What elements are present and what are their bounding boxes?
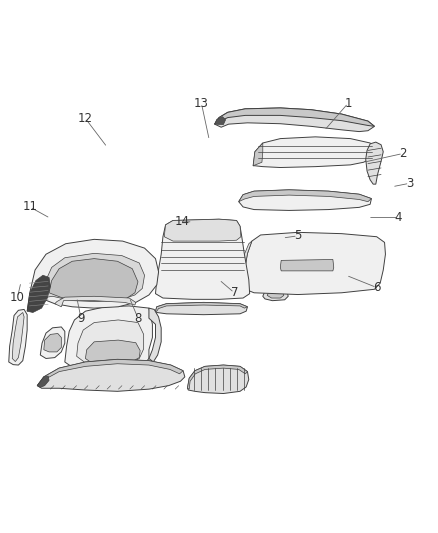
Polygon shape <box>241 241 252 286</box>
Polygon shape <box>37 359 183 386</box>
Polygon shape <box>37 376 49 387</box>
Circle shape <box>194 278 211 295</box>
Text: 9: 9 <box>77 312 85 325</box>
Circle shape <box>171 278 188 295</box>
Text: 6: 6 <box>373 281 381 294</box>
Polygon shape <box>243 232 385 295</box>
Text: 14: 14 <box>174 215 189 228</box>
Circle shape <box>217 278 234 295</box>
Polygon shape <box>27 275 50 312</box>
Polygon shape <box>37 359 185 391</box>
Text: 8: 8 <box>134 312 141 325</box>
Polygon shape <box>40 327 65 359</box>
Polygon shape <box>215 108 374 126</box>
Polygon shape <box>239 190 371 211</box>
Text: 11: 11 <box>22 200 37 213</box>
Text: 3: 3 <box>406 177 413 190</box>
Text: 4: 4 <box>395 211 403 224</box>
Text: 1: 1 <box>344 96 352 110</box>
Text: 10: 10 <box>10 290 25 304</box>
Polygon shape <box>280 260 334 271</box>
Polygon shape <box>155 302 247 314</box>
Text: 5: 5 <box>294 229 301 243</box>
Polygon shape <box>44 334 61 352</box>
Polygon shape <box>9 310 27 365</box>
Polygon shape <box>215 117 226 125</box>
Polygon shape <box>149 308 161 362</box>
Text: 12: 12 <box>78 112 93 125</box>
Polygon shape <box>366 142 383 184</box>
Text: 2: 2 <box>399 147 407 160</box>
Polygon shape <box>49 259 138 302</box>
Polygon shape <box>55 296 136 307</box>
Polygon shape <box>65 306 152 369</box>
Polygon shape <box>12 312 24 361</box>
Polygon shape <box>155 219 250 300</box>
Polygon shape <box>239 190 371 201</box>
Polygon shape <box>77 320 144 365</box>
Polygon shape <box>187 365 247 389</box>
Polygon shape <box>267 290 284 298</box>
Text: 7: 7 <box>230 286 238 300</box>
Polygon shape <box>27 239 159 311</box>
Polygon shape <box>187 365 249 393</box>
Polygon shape <box>155 302 247 311</box>
Polygon shape <box>215 108 374 132</box>
Text: 13: 13 <box>194 97 209 110</box>
Polygon shape <box>253 137 374 167</box>
Polygon shape <box>253 143 263 166</box>
Polygon shape <box>85 340 140 363</box>
Polygon shape <box>42 253 145 301</box>
Polygon shape <box>164 219 241 241</box>
Polygon shape <box>263 288 288 301</box>
